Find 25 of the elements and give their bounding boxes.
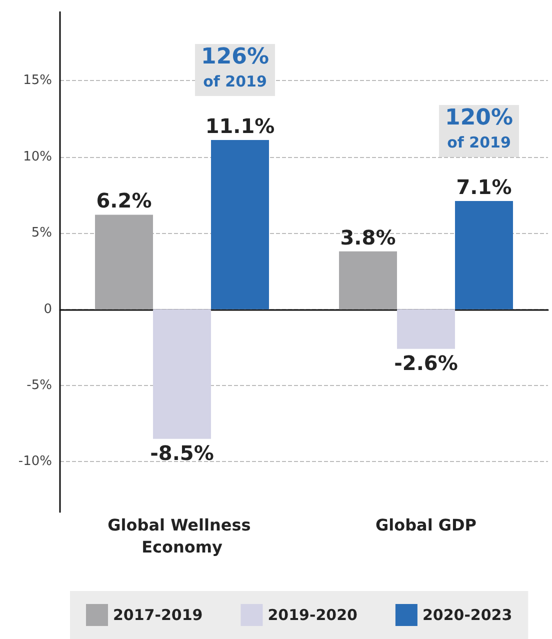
data-label: -2.6% [394, 350, 458, 375]
y-tick-label: 15% [23, 73, 52, 88]
x-tick-label: Global Wellness Economy [108, 516, 256, 556]
data-label: 6.2% [96, 188, 152, 213]
bar [95, 214, 153, 310]
data-label: -8.5% [150, 440, 214, 465]
legend-label: 2019-2020 [268, 606, 358, 624]
bar [455, 201, 513, 310]
x-tick-label: Global GDP [375, 516, 477, 534]
bar [153, 309, 211, 439]
y-tick-label: -10% [18, 454, 52, 470]
annotation: 126% of 2019 [201, 44, 269, 91]
annotation: 120% of 2019 [445, 106, 513, 152]
data-label: 11.1% [205, 114, 275, 138]
bar [397, 309, 455, 349]
y-tick-label: 10% [23, 149, 52, 164]
y-tick-label: 0 [44, 302, 52, 317]
data-label: 7.1% [456, 175, 512, 200]
y-tick-label: -5% [26, 378, 52, 393]
legend-label: 2020-2023 [422, 606, 512, 624]
legend-label: 2017-2019 [113, 606, 203, 624]
bar [211, 140, 269, 310]
data-label: 3.8% [340, 225, 396, 250]
bar [339, 251, 397, 310]
y-tick-label: 5% [31, 226, 52, 241]
